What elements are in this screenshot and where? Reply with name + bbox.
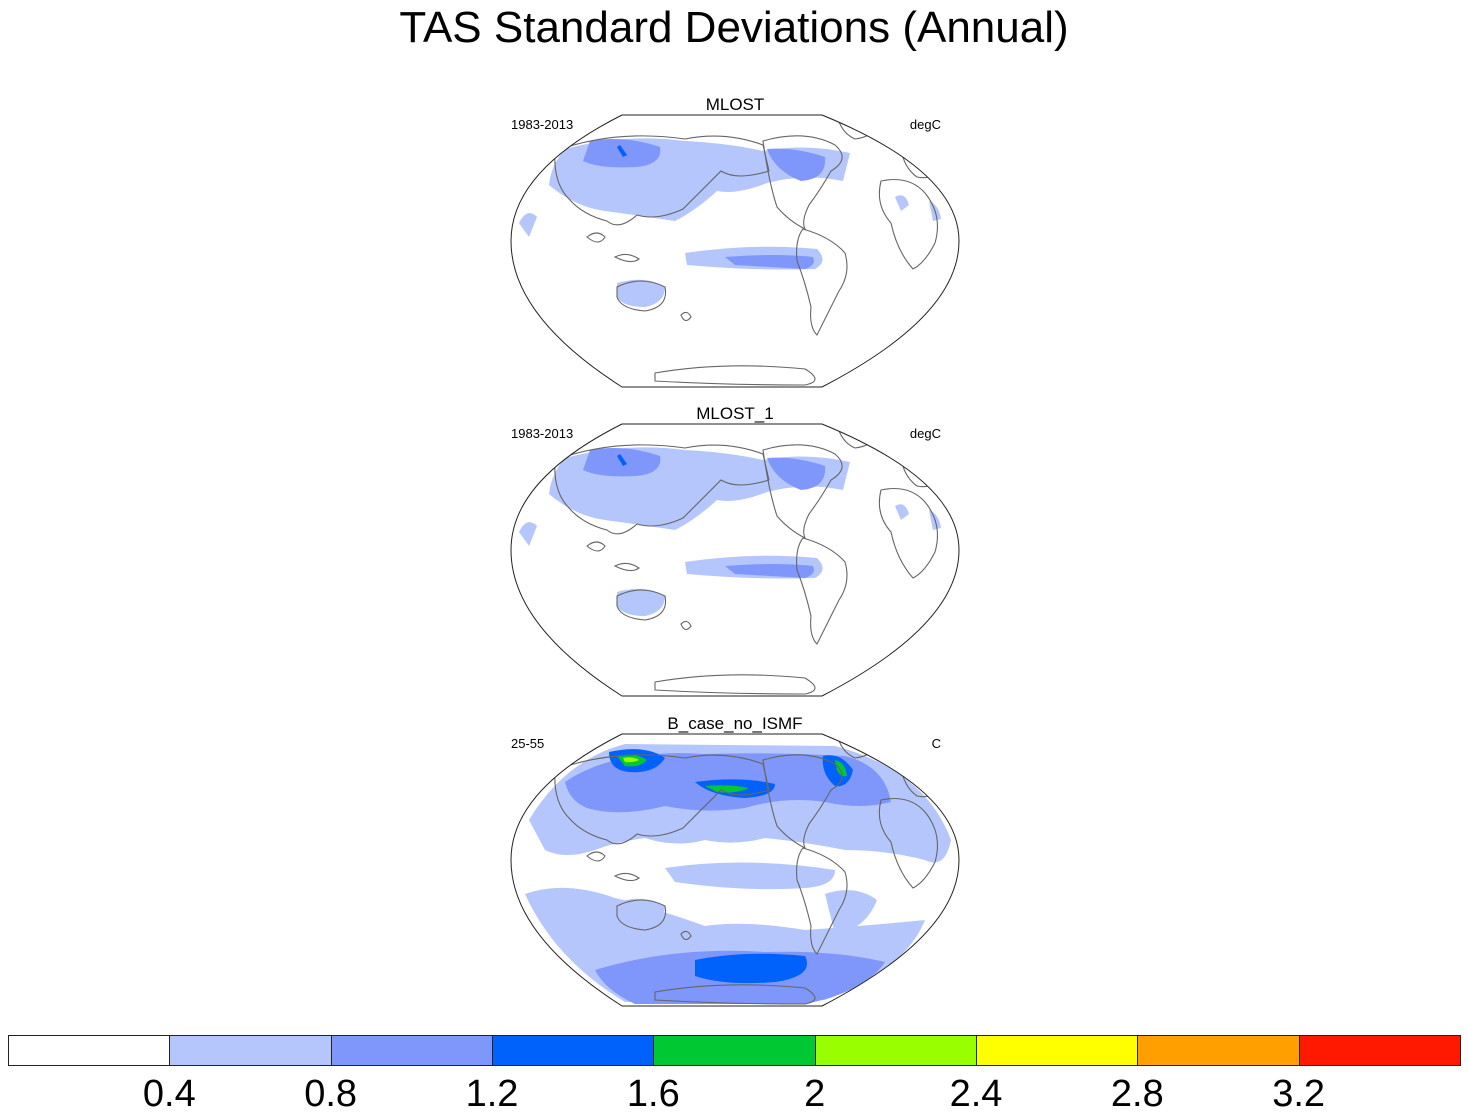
map-outline (510, 423, 960, 697)
world-map (510, 733, 960, 1007)
coastline (654, 984, 816, 1005)
contour-region (617, 279, 665, 307)
contour-region (519, 213, 537, 237)
contour-region (835, 760, 847, 777)
contour-region (617, 454, 627, 466)
colorbar-box (1298, 1035, 1461, 1066)
coastline (554, 135, 770, 226)
coastline (878, 178, 938, 270)
colorbar-box (1137, 1035, 1300, 1066)
contour-region (617, 898, 665, 926)
coastline (878, 797, 938, 889)
coastline (616, 280, 667, 312)
coastline (586, 541, 606, 552)
coastline (616, 899, 667, 931)
colorbar-tick-label: 2.8 (1110, 1073, 1164, 1115)
colorbar-tick-label: 0.4 (142, 1073, 196, 1115)
coastline (796, 228, 848, 336)
panel-period-label: 1983-2013 (511, 426, 574, 441)
colorbar-tick-label: 2 (804, 1073, 826, 1115)
coastline (680, 620, 692, 631)
contour-region (767, 148, 826, 181)
contour-fill-group (519, 447, 941, 616)
map-panel-mlost-1: MLOST_1 1983-2013 degC (505, 404, 965, 704)
contour-region (519, 522, 537, 546)
panel-period-label: 25-55 (511, 736, 545, 751)
main-title: TAS Standard Deviations (Annual) (399, 3, 1069, 52)
colorbar-box (330, 1035, 493, 1066)
panel-units-label: degC (909, 117, 941, 132)
world-map (510, 423, 960, 697)
contour-region (725, 564, 814, 578)
coastline (796, 537, 848, 645)
colorbar-tick-label: 2.4 (949, 1073, 1003, 1115)
contour-region (895, 504, 909, 520)
coastline (554, 444, 770, 535)
contour-region (695, 953, 807, 984)
coastline (554, 754, 770, 845)
contour-region (767, 457, 826, 490)
colorbar-box (169, 1035, 332, 1066)
contour-region (725, 255, 814, 269)
colorbar-box (8, 1035, 171, 1066)
coastline (613, 253, 640, 263)
colorbar-box (976, 1035, 1139, 1066)
coastline (680, 311, 692, 322)
panel-title: MLOST_1 (696, 404, 774, 423)
colorbar-tick-label: 3.2 (1272, 1073, 1326, 1115)
world-map (510, 114, 960, 388)
coastline (586, 232, 606, 243)
contour-region (665, 862, 835, 890)
coastline (616, 589, 667, 621)
colorbar-box (653, 1035, 816, 1066)
panel-period-label: 1983-2013 (511, 117, 574, 132)
colorbar (8, 1035, 1461, 1068)
coastline (586, 851, 606, 862)
contour-region (617, 145, 627, 157)
coastline (613, 562, 640, 572)
panel-title: B_case_no_ISMF (667, 714, 803, 733)
map-outline (510, 733, 960, 1007)
coastline (613, 872, 640, 882)
coastline (654, 674, 816, 695)
colorbar-box (492, 1035, 655, 1066)
coastline (654, 365, 816, 386)
contour-fill-group (525, 744, 951, 1004)
coastline (762, 444, 843, 540)
contour-region (895, 195, 909, 211)
map-panel-mlost: MLOST 1983-2013 degC (505, 95, 965, 395)
contour-region (705, 785, 749, 793)
contour-region (617, 588, 665, 616)
coastline (680, 930, 692, 941)
map-panel-b-case-no-ismf: B_case_no_ISMF 25-55 C (505, 714, 965, 1014)
contour-region (825, 890, 877, 934)
colorbar-box (814, 1035, 977, 1066)
panel-units-label: degC (909, 426, 941, 441)
panel-units-label: C (931, 736, 941, 751)
colorbar-tick-label: 1.6 (626, 1073, 680, 1115)
map-outline (510, 114, 960, 388)
coastlines (554, 115, 946, 386)
coastline (762, 135, 843, 231)
panel-title: MLOST (705, 95, 765, 114)
coastline (796, 847, 848, 955)
contour-region (623, 757, 639, 763)
coastline (762, 754, 843, 850)
coastline (878, 487, 938, 579)
colorbar-tick-label: 1.2 (465, 1073, 519, 1115)
colorbar-tick-label: 0.8 (304, 1073, 358, 1115)
contour-fill-group (519, 138, 941, 307)
